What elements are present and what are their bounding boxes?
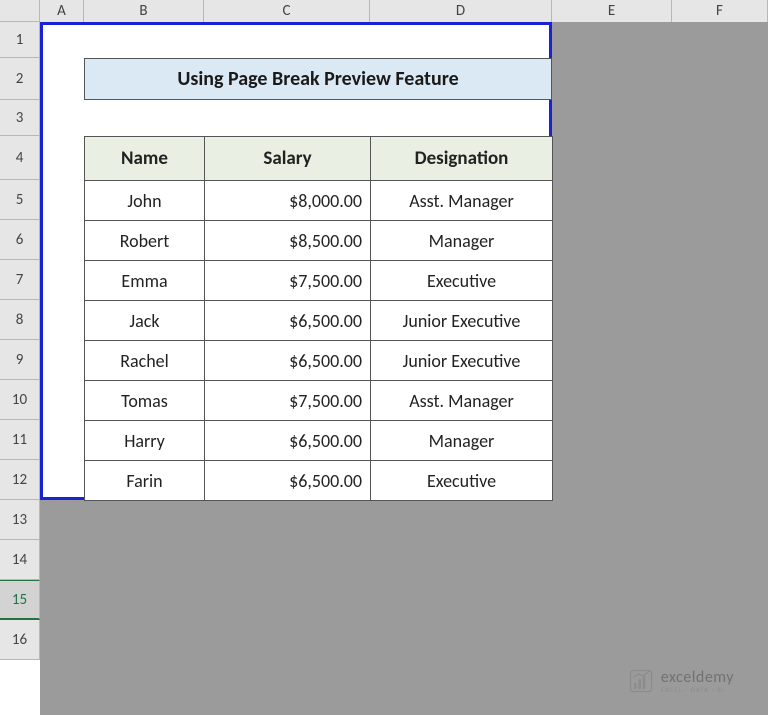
row-headers: 12345678910111213141516 (0, 22, 40, 660)
table-cell[interactable]: John (85, 181, 205, 221)
column-header[interactable]: F (672, 0, 768, 22)
table-row: Jack$6,500.00Junior Executive (85, 301, 553, 341)
column-header[interactable]: A (40, 0, 84, 22)
spreadsheet: ABCDEF 12345678910111213141516 Page 1 Us… (0, 0, 768, 715)
row-header[interactable]: 10 (0, 380, 40, 420)
table-cell[interactable]: Harry (85, 421, 205, 461)
row-header[interactable]: 16 (0, 620, 40, 660)
table-cell[interactable]: Jack (85, 301, 205, 341)
table-cell[interactable]: Robert (85, 221, 205, 261)
table-row: Farin$6,500.00Executive (85, 461, 553, 501)
row-header[interactable]: 7 (0, 260, 40, 300)
logo-text: exceldemy EXCEL · DATA · BI (661, 670, 734, 693)
grid-body[interactable]: Page 1 Using Page Break Preview Feature … (40, 22, 768, 715)
column-header[interactable]: E (552, 0, 672, 22)
brand-logo: exceldemy EXCEL · DATA · BI (627, 667, 734, 695)
brand-name: exceldemy (661, 670, 734, 686)
table-row: Harry$6,500.00Manager (85, 421, 553, 461)
column-header[interactable]: C (204, 0, 370, 22)
row-header[interactable]: 11 (0, 420, 40, 460)
table-row: Robert$8,500.00Manager (85, 221, 553, 261)
table-row: John$8,000.00Asst. Manager (85, 181, 553, 221)
table-cell[interactable]: $7,500.00 (205, 381, 371, 421)
table-cell[interactable]: $7,500.00 (205, 261, 371, 301)
column-header[interactable]: D (370, 0, 552, 22)
row-header[interactable]: 9 (0, 340, 40, 380)
table-row: Rachel$6,500.00Junior Executive (85, 341, 553, 381)
table-header-cell[interactable]: Name (85, 137, 205, 181)
row-header[interactable]: 1 (0, 22, 40, 58)
row-header[interactable]: 3 (0, 100, 40, 136)
table-cell[interactable]: Tomas (85, 381, 205, 421)
column-header[interactable]: B (84, 0, 204, 22)
select-all-corner[interactable] (0, 0, 40, 22)
table-cell[interactable]: Manager (371, 221, 553, 261)
table-cell[interactable]: $6,500.00 (205, 421, 371, 461)
table-cell[interactable]: $6,500.00 (205, 301, 371, 341)
title-cell[interactable]: Using Page Break Preview Feature (84, 58, 552, 100)
row-header[interactable]: 4 (0, 136, 40, 180)
table-cell[interactable]: Asst. Manager (371, 381, 553, 421)
table-header-cell[interactable]: Salary (205, 137, 371, 181)
table-cell[interactable]: Farin (85, 461, 205, 501)
table-cell[interactable]: Asst. Manager (371, 181, 553, 221)
table-cell[interactable]: $6,500.00 (205, 461, 371, 501)
row-header[interactable]: 13 (0, 500, 40, 540)
logo-icon (627, 667, 655, 695)
table-cell[interactable]: $6,500.00 (205, 341, 371, 381)
table-cell[interactable]: Rachel (85, 341, 205, 381)
data-table: NameSalaryDesignation John$8,000.00Asst.… (84, 136, 553, 501)
row-header[interactable]: 15 (0, 580, 40, 620)
table-row: Tomas$7,500.00Asst. Manager (85, 381, 553, 421)
row-header[interactable]: 14 (0, 540, 40, 580)
table-cell[interactable]: Executive (371, 461, 553, 501)
row-header[interactable]: 5 (0, 180, 40, 220)
row-header[interactable]: 2 (0, 58, 40, 100)
table-cell[interactable]: $8,500.00 (205, 221, 371, 261)
table-row: Emma$7,500.00Executive (85, 261, 553, 301)
table-cell[interactable]: Junior Executive (371, 341, 553, 381)
table-cell[interactable]: Junior Executive (371, 301, 553, 341)
table-header-cell[interactable]: Designation (371, 137, 553, 181)
table-cell[interactable]: $8,000.00 (205, 181, 371, 221)
table-header-row: NameSalaryDesignation (85, 137, 553, 181)
table-cell[interactable]: Emma (85, 261, 205, 301)
row-header[interactable]: 12 (0, 460, 40, 500)
row-header[interactable]: 8 (0, 300, 40, 340)
brand-tagline: EXCEL · DATA · BI (661, 686, 734, 693)
table-cell[interactable]: Executive (371, 261, 553, 301)
row-header[interactable]: 6 (0, 220, 40, 260)
column-headers: ABCDEF (0, 0, 768, 22)
table-cell[interactable]: Manager (371, 421, 553, 461)
